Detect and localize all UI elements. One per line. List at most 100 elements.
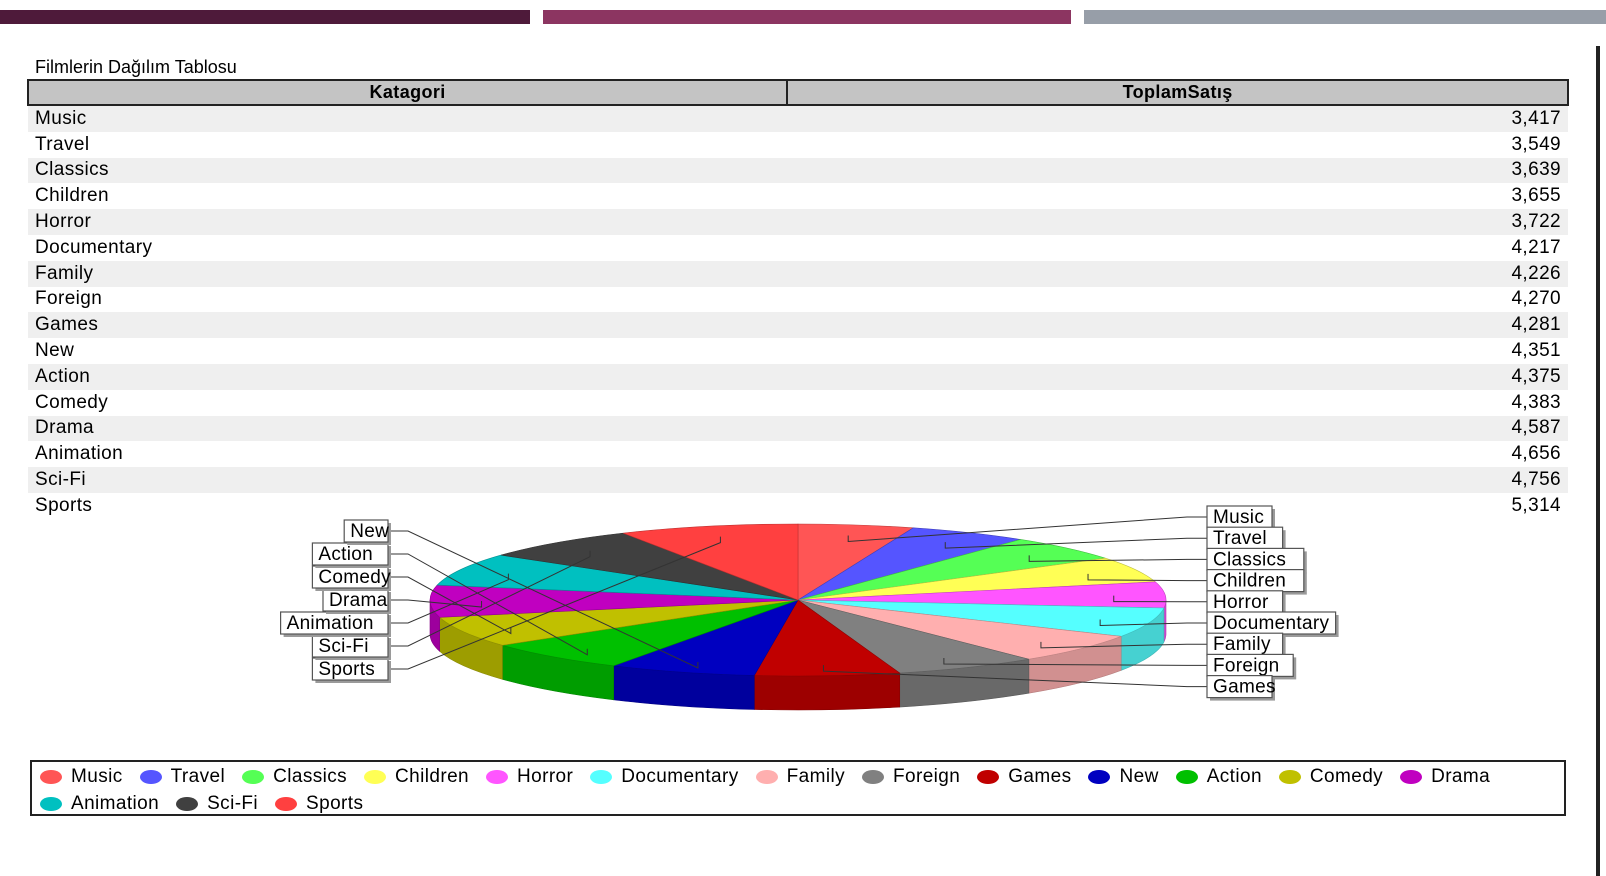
legend-swatch	[1400, 769, 1423, 784]
table-row: Animation 4,656	[28, 441, 1568, 468]
legend-item: Classics	[242, 763, 347, 790]
category-cell: Animation	[28, 441, 788, 468]
legend-item: Drama	[1400, 763, 1490, 790]
table-header-row: Katagori ToplamSatış	[26, 79, 1569, 106]
table-row: Documentary 4,217	[28, 234, 1568, 261]
category-cell: Games	[28, 312, 788, 339]
total-sales-cell: 4,351	[787, 338, 1568, 364]
pie-callout-text: Music	[1213, 507, 1264, 528]
legend-label: Music	[71, 765, 123, 787]
legend-swatch	[590, 769, 613, 784]
sales-table: Katagori ToplamSatış Music 3,417 Travel 3,5…	[26, 79, 1569, 519]
table-row: New 4,351	[28, 338, 1568, 364]
legend-item: Action	[1175, 763, 1262, 790]
total-sales-cell: 4,281	[787, 312, 1568, 339]
category-cell: Horror	[28, 209, 788, 235]
pie-callout-foreign: Foreign	[943, 653, 1297, 680]
legend-item: Foreign	[862, 763, 960, 790]
table-row: Games 4,281	[28, 312, 1568, 339]
pie-callout-drama: Drama	[322, 588, 483, 614]
header-accent-bar-left	[0, 10, 530, 24]
legend-swatch	[1088, 769, 1111, 784]
legend-swatch	[486, 769, 509, 784]
pie-slice-foreign	[797, 599, 1029, 674]
pie-callout-games: Games	[822, 665, 1276, 701]
legend-label: Travel	[170, 765, 226, 787]
category-cell: Children	[28, 183, 788, 210]
table-row: Sci-Fi 4,756	[28, 467, 1568, 493]
category-cell: Sci-Fi	[28, 467, 788, 493]
legend-item: Horror	[486, 763, 573, 790]
table-row: Music 3,417	[28, 105, 1568, 132]
pie-callout-animation: Animation	[280, 573, 509, 637]
category-cell: Travel	[28, 131, 788, 158]
pie-callout-documentary: Documentary	[1099, 611, 1339, 637]
total-sales-cell: 4,587	[787, 415, 1568, 442]
page-right-border	[1596, 46, 1600, 876]
legend-swatch	[40, 769, 62, 784]
total-sales-cell: 4,383	[787, 389, 1568, 416]
total-sales-cell: 3,655	[787, 183, 1568, 210]
legend-swatch	[862, 769, 884, 784]
legend-swatch	[1278, 769, 1301, 784]
legend-item: Comedy	[1278, 763, 1384, 790]
legend-label: Action	[1206, 765, 1262, 787]
table-row: Action 4,375	[28, 363, 1568, 390]
total-sales-cell: 3,549	[787, 131, 1568, 158]
total-sales-cell: 3,722	[787, 209, 1568, 235]
legend-label: Classics	[273, 765, 348, 787]
legend-label: Drama	[1431, 765, 1491, 787]
table-row: Children 3,655	[28, 183, 1568, 210]
pie-callout-text: Games	[1213, 677, 1276, 698]
legend-swatch	[176, 796, 199, 811]
category-cell: Foreign	[28, 286, 788, 313]
total-sales-cell: 3,639	[787, 157, 1568, 184]
category-cell: Drama	[28, 415, 788, 442]
pie-callout-horror: Horror	[1113, 590, 1286, 616]
header-accent-bar-right	[1084, 10, 1606, 24]
legend-swatch	[40, 796, 62, 811]
legend-swatch	[364, 769, 387, 784]
total-sales-cell: 4,756	[787, 467, 1568, 493]
legend-label: Comedy	[1309, 765, 1384, 787]
total-sales-cell: 4,375	[787, 363, 1568, 390]
pie-callout-text: Horror	[1213, 592, 1269, 613]
category-cell: Sports	[28, 492, 788, 519]
pie-callout-sports: Sports	[311, 536, 721, 683]
category-cell: Music	[28, 105, 788, 132]
pie-callout-classics: Classics	[1028, 547, 1307, 574]
total-sales-cell: 4,226	[787, 260, 1568, 287]
legend-label: Sports	[306, 792, 364, 814]
pie-slice-action	[502, 599, 799, 667]
pie-callout-action: Action	[311, 542, 588, 656]
pie-callout-text: Family	[1213, 634, 1271, 655]
table-row: Family 4,226	[28, 260, 1568, 287]
legend-label: Foreign	[893, 765, 961, 787]
legend-item: Sci-Fi	[176, 790, 258, 817]
legend-label: New	[1119, 765, 1159, 787]
table-row: Horror 3,722	[28, 209, 1568, 235]
legend-swatch	[275, 796, 298, 811]
pie-callout-text: Sports	[318, 659, 375, 680]
legend-label: Horror	[517, 765, 574, 787]
total-sales-cell: 5,314	[787, 492, 1568, 519]
legend-item: Travel	[139, 763, 226, 790]
pie-callout-text: Travel	[1213, 528, 1267, 549]
legend-label: Games	[1008, 765, 1072, 787]
table-row: Comedy 4,383	[28, 389, 1568, 416]
pie-slice-animation	[436, 554, 799, 601]
pie-callout-text: Sci-Fi	[318, 636, 368, 657]
table-row: Sports 5,314	[28, 492, 1568, 519]
legend-label: Children	[395, 765, 470, 787]
legend-item: Documentary	[590, 763, 738, 790]
legend-swatch	[755, 769, 778, 784]
legend-swatch	[977, 769, 1000, 784]
pie-chart: MusicTravelClassicsChildrenHorrorDocumen…	[280, 505, 1339, 711]
legend-item: Animation	[40, 790, 159, 817]
pie-callout-sci-fi: Sci-Fi	[311, 550, 591, 660]
column-header-total-sales: ToplamSatış	[786, 79, 1569, 106]
table-row: Drama 4,587	[28, 415, 1568, 442]
category-cell: Comedy	[28, 389, 788, 416]
pie-slice-family	[797, 599, 1122, 660]
pie-callout-text: Foreign	[1213, 655, 1280, 676]
